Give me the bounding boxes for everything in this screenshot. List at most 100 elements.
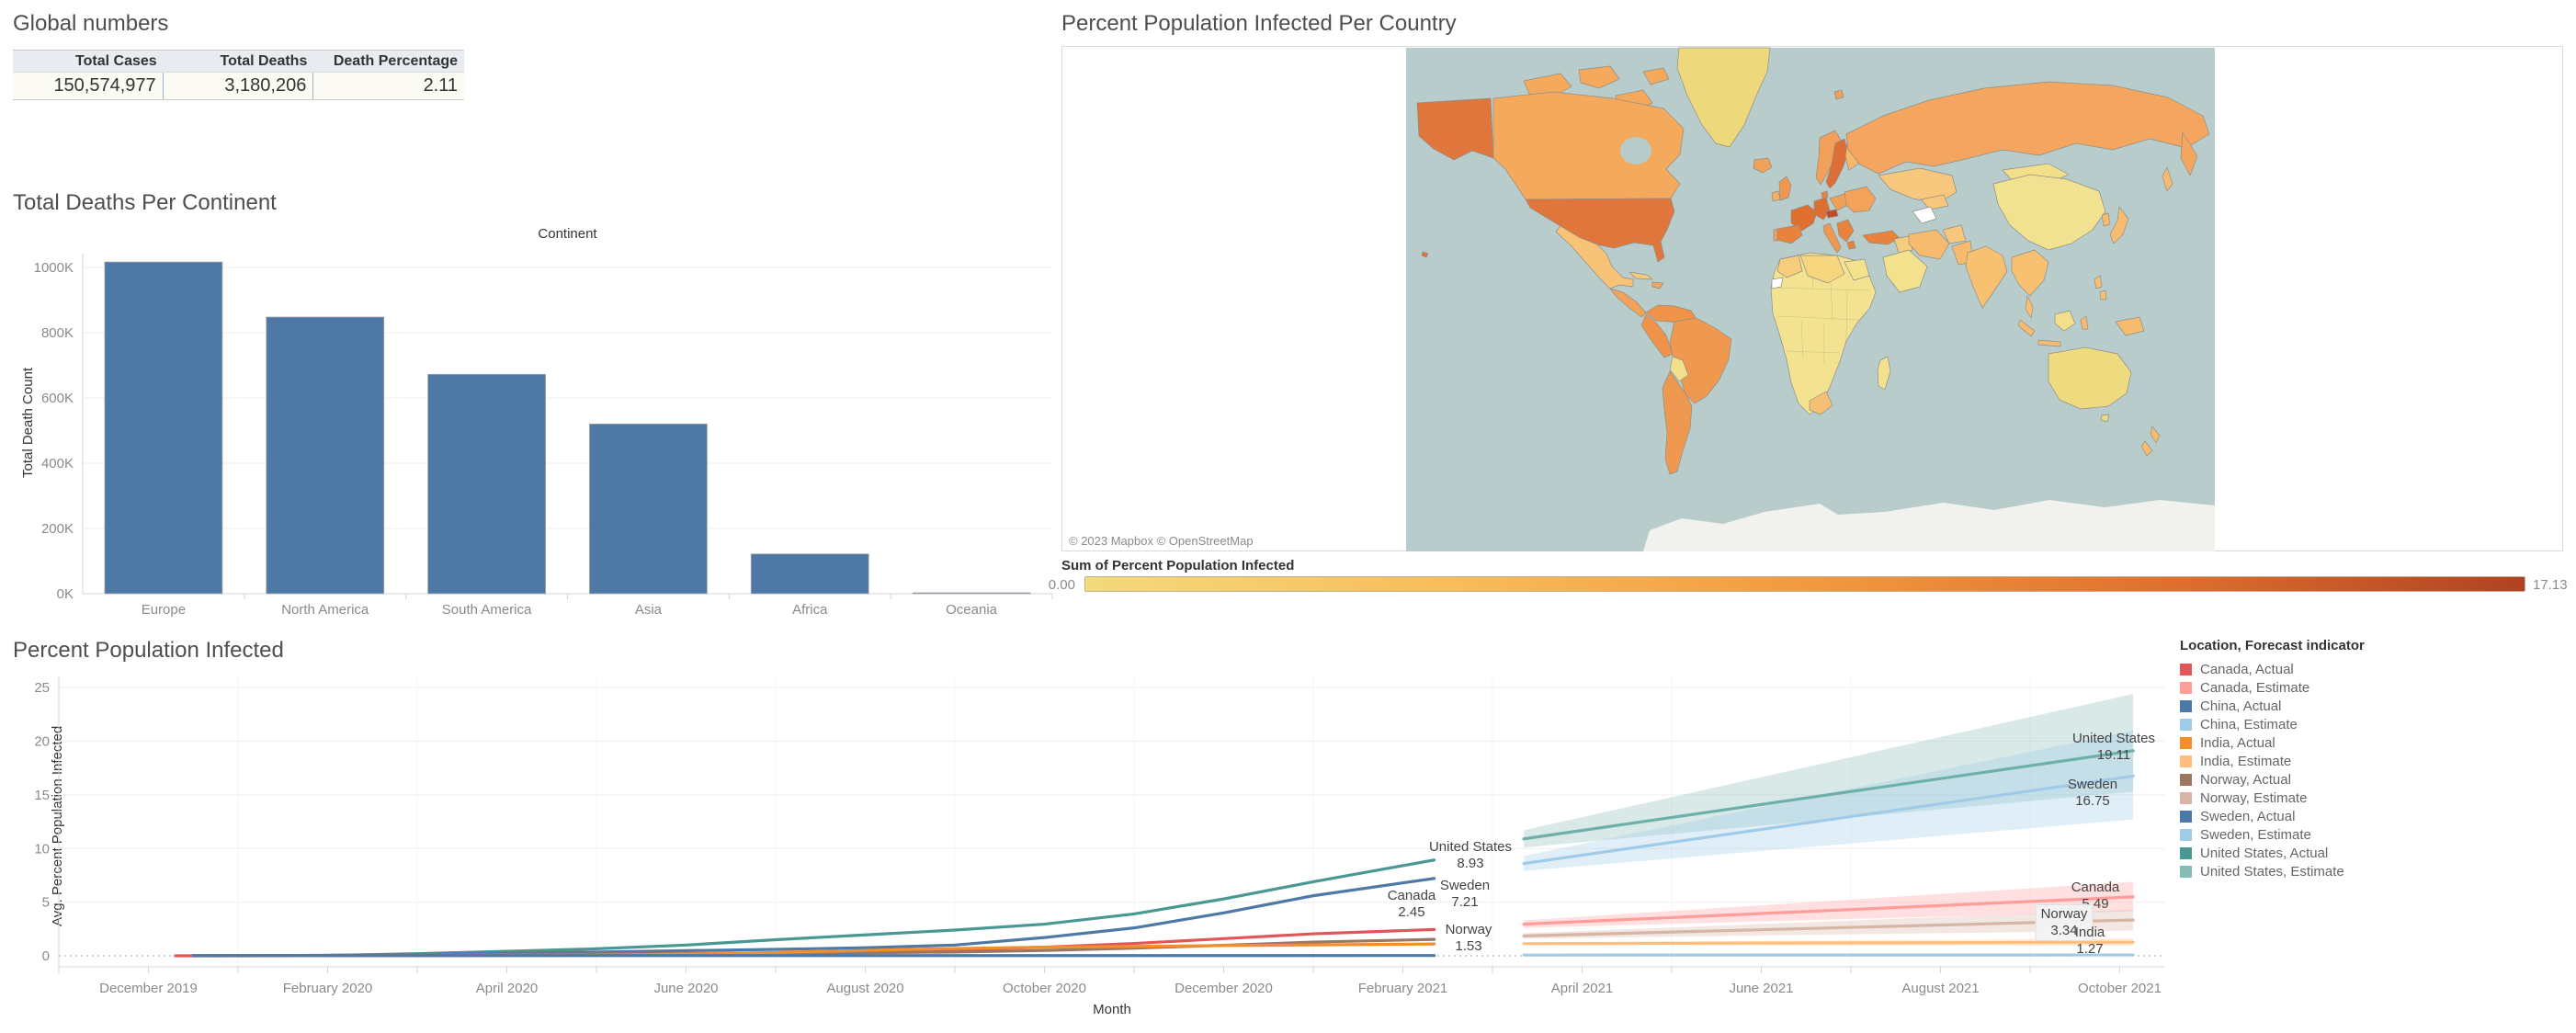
legend-item-label: Canada, Estimate	[2200, 679, 2310, 696]
legend-item-united-states-actual[interactable]: United States, Actual	[2180, 844, 2365, 862]
map-region-kazakhstan[interactable]	[1878, 167, 1958, 204]
map-region-uzbekistan[interactable]	[1920, 194, 1949, 210]
map-region-philippines[interactable]	[2094, 275, 2107, 301]
legend-item-norway-estimate[interactable]: Norway, Estimate	[2180, 789, 2365, 807]
bar-x-tick-label: Oceania	[946, 602, 998, 618]
total-deaths-value[interactable]: 3,180,206	[164, 73, 314, 99]
legend-swatch-icon	[2180, 736, 2192, 749]
legend-item-canada-estimate[interactable]: Canada, Estimate	[2180, 678, 2365, 697]
map-region-peru[interactable]	[1640, 313, 1674, 358]
map-region-morocco[interactable]	[1776, 255, 1803, 278]
bar-south-america[interactable]	[427, 373, 546, 595]
map-region-ukraine[interactable]	[1844, 186, 1877, 213]
map-region-ireland[interactable]	[1771, 190, 1781, 202]
map-region-italy[interactable]	[1822, 222, 1842, 254]
map-region-algeria-libya[interactable]	[1799, 255, 1845, 284]
map-region-madagascar[interactable]	[1877, 356, 1891, 391]
map-region-hawaii[interactable]	[1421, 251, 1429, 258]
legend-item-norway-actual[interactable]: Norway, Actual	[2180, 770, 2365, 789]
column-header-total-deaths[interactable]: Total Deaths	[220, 52, 308, 69]
map-region-saudi-arabia[interactable]	[1882, 249, 1928, 293]
legend-item-china-actual[interactable]: China, Actual	[2180, 697, 2365, 715]
annotation-united-states: United States 19.11	[2072, 731, 2155, 764]
death-percentage-value[interactable]: 2.11	[423, 75, 459, 96]
series-canada-estimate[interactable]	[1522, 895, 2135, 926]
series-india-estimate[interactable]	[1522, 940, 2135, 946]
map-region-southeast-asia[interactable]	[2011, 249, 2049, 297]
series-norway-estimate[interactable]	[1522, 918, 2135, 938]
legend-item-china-estimate[interactable]: China, Estimate	[2180, 715, 2365, 733]
map-region-denmark[interactable]	[1821, 190, 1829, 199]
map-region-china[interactable]	[1992, 174, 2106, 251]
map-region-south-africa[interactable]	[1809, 391, 1833, 415]
map-region-bolivia[interactable]	[1669, 356, 1689, 382]
map-region-alaska[interactable]	[1416, 97, 1494, 161]
bar-chart-title: Total Deaths Per Continent	[13, 190, 277, 215]
map-region-canada[interactable]	[1492, 91, 1685, 200]
series-united-states-estimate[interactable]	[1522, 749, 2135, 841]
map-region-cuba[interactable]	[1628, 271, 1653, 280]
map-region-papua-new-guinea[interactable]	[2115, 316, 2145, 336]
bar-africa[interactable]	[750, 553, 869, 595]
map-region-turkey[interactable]	[1862, 230, 1901, 245]
legend-item-united-states-estimate[interactable]: United States, Estimate	[2180, 862, 2365, 880]
bar-oceania[interactable]	[912, 592, 1031, 595]
map-region-borneo[interactable]	[2054, 310, 2076, 332]
map-region-india[interactable]	[1965, 245, 2008, 309]
legend-item-label: Norway, Actual	[2200, 771, 2291, 788]
map-region-balkans[interactable]	[1836, 219, 1855, 243]
bar-europe[interactable]	[104, 261, 223, 595]
forecast-band-sweden-estimate[interactable]	[1524, 730, 2134, 871]
map-region-new-zealand[interactable]	[2140, 426, 2161, 457]
bar-asia[interactable]	[589, 423, 708, 595]
map-region-svalbard[interactable]	[1833, 89, 1844, 100]
legend-item-india-actual[interactable]: India, Actual	[2180, 733, 2365, 752]
map-region-korea[interactable]	[2101, 212, 2111, 227]
map-region-greenland[interactable]	[1676, 47, 1771, 148]
map-region-indonesia[interactable]	[2017, 315, 2089, 347]
map-region-tasmania[interactable]	[2100, 414, 2110, 423]
map-region-afghanistan[interactable]	[1942, 224, 1967, 244]
map-region-germany[interactable]	[1813, 197, 1831, 221]
line-x-tick-label: October 2021	[2078, 981, 2162, 996]
map-region-turkmenistan[interactable]	[1912, 206, 1937, 224]
map-region-russia[interactable]	[1845, 81, 2210, 175]
map-region-iceland[interactable]	[1753, 157, 1773, 174]
legend-item-label: India, Actual	[2200, 734, 2275, 751]
bar-north-america[interactable]	[266, 316, 385, 595]
map-region-malay-peninsula[interactable]	[2025, 295, 2034, 319]
legend-item-india-estimate[interactable]: India, Estimate	[2180, 752, 2365, 770]
total-cases-value[interactable]: 150,574,977	[13, 73, 164, 99]
forecast-band-united-states-estimate[interactable]	[1524, 694, 2134, 848]
bar-y-tick-label: 400K	[41, 456, 74, 471]
map-region-egypt[interactable]	[1844, 258, 1870, 281]
annotation-label: Norway	[1445, 922, 1492, 937]
annotation-india: India 1.27	[2075, 925, 2105, 958]
column-header-total-cases[interactable]: Total Cases	[75, 52, 157, 69]
legend-item-sweden-actual[interactable]: Sweden, Actual	[2180, 807, 2365, 825]
map-region-usa[interactable]	[1525, 198, 1675, 263]
map-region-australia[interactable]	[2048, 346, 2132, 410]
map-region-hispaniola[interactable]	[1651, 281, 1664, 289]
map-region-western-sahara[interactable]	[1771, 277, 1784, 289]
bar-y-tick-label: 800K	[41, 325, 74, 341]
map-region-kamchatka[interactable]	[2180, 131, 2198, 176]
legend-item-sweden-estimate[interactable]: Sweden, Estimate	[2180, 825, 2365, 844]
gradient-legend-bar[interactable]	[1084, 576, 2525, 592]
map-region-czech[interactable]	[1825, 209, 1839, 219]
legend-item-canada-actual[interactable]: Canada, Actual	[2180, 660, 2365, 678]
map-region-argentina[interactable]	[1662, 370, 1693, 475]
map-region-portugal[interactable]	[1773, 228, 1778, 242]
map-region-greece[interactable]	[1846, 240, 1856, 250]
gradient-legend-max: 17.13	[2533, 577, 2568, 593]
map-region-iran[interactable]	[1908, 229, 1950, 260]
world-map[interactable]	[1406, 47, 2215, 551]
series-sweden-estimate[interactable]	[1522, 774, 2135, 866]
map-region-france[interactable]	[1790, 204, 1818, 232]
column-header-death-percentage[interactable]: Death Percentage	[333, 52, 459, 69]
map-region-sweden[interactable]	[1825, 138, 1849, 189]
map-region-central-america[interactable]	[1609, 288, 1647, 318]
map-region-sakhalin[interactable]	[2162, 166, 2173, 192]
map-region-mexico[interactable]	[1555, 225, 1634, 289]
map-region-japan[interactable]	[2109, 206, 2129, 244]
